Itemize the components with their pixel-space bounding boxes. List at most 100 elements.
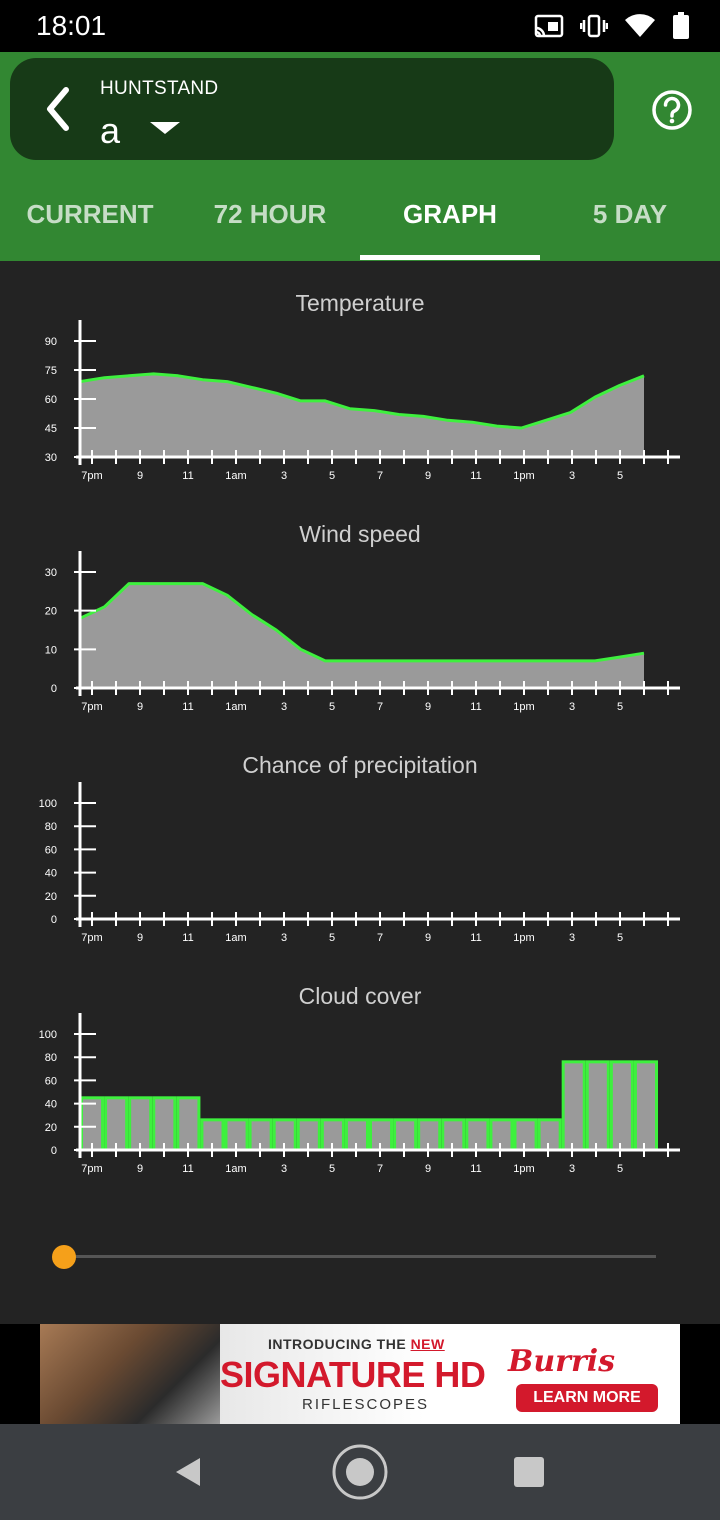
y-tick-label: 75 xyxy=(45,365,57,377)
series-line xyxy=(79,372,645,430)
y-tick-label: 30 xyxy=(45,452,57,464)
cloud-cover-bar xyxy=(152,1096,177,1152)
x-tick-label: 11 xyxy=(470,932,481,944)
x-tick-label: 5 xyxy=(617,470,623,482)
y-tick-label: 0 xyxy=(51,683,57,695)
cloud-cover-bar xyxy=(393,1118,418,1152)
x-tick-label: 1am xyxy=(225,1163,246,1175)
tab-bar: CURRENT 72 HOUR GRAPH 5 DAY xyxy=(0,180,720,261)
y-tick-label: 80 xyxy=(45,1052,57,1064)
x-tick-label: 7pm xyxy=(81,932,102,944)
ad-banner[interactable]: INTRODUCING THE NEW SIGNATURE HD RIFLESC… xyxy=(40,1324,680,1424)
x-tick-label: 1pm xyxy=(513,1163,534,1175)
precipitation-chart: 0 20 40 60 80 100 7pm 9 11 1am 3 5 7 9 11 1pm 3 5 xyxy=(39,782,680,944)
tab-current[interactable]: CURRENT xyxy=(26,199,154,229)
series-line xyxy=(79,582,645,663)
y-tick-label: 60 xyxy=(45,394,57,406)
chart-title-precipitation: Chance of precipitation xyxy=(242,752,478,778)
tab-5-day[interactable]: 5 DAY xyxy=(592,199,668,229)
cloud-cover-bar xyxy=(561,1060,586,1152)
x-tick-label: 5 xyxy=(617,1163,623,1175)
nav-back-icon[interactable] xyxy=(172,1456,204,1488)
temperature-chart: 30 45 60 75 90 7pm 9 11 1am 3 5 7 9 11 1pm 3 5 xyxy=(45,320,680,482)
cloud-cover-bar xyxy=(489,1118,514,1152)
chart-title-wind-speed: Wind speed xyxy=(299,521,421,547)
status-icons xyxy=(534,12,690,40)
nav-recents-icon[interactable] xyxy=(514,1457,544,1487)
ad-container: INTRODUCING THE NEW SIGNATURE HD RIFLESC… xyxy=(0,1324,720,1424)
chart-title-temperature: Temperature xyxy=(295,290,425,316)
y-tick-label: 0 xyxy=(51,1145,57,1157)
back-arrow-icon[interactable] xyxy=(38,84,78,134)
x-tick-label: 1am xyxy=(225,470,246,482)
time-slider-thumb[interactable] xyxy=(52,1245,76,1269)
x-tick-label: 9 xyxy=(137,1163,143,1175)
x-tick-label: 3 xyxy=(281,470,287,482)
x-tick-label: 3 xyxy=(281,701,287,713)
series-area xyxy=(80,583,644,688)
series-area xyxy=(80,373,644,457)
x-tick-label: 1pm xyxy=(513,701,534,713)
cloud-cover-bar xyxy=(537,1118,562,1152)
help-icon[interactable] xyxy=(650,88,694,132)
location-value[interactable]: a xyxy=(100,110,121,151)
x-tick-label: 3 xyxy=(281,932,287,944)
x-tick-label: 7pm xyxy=(81,470,102,482)
x-tick-label: 3 xyxy=(569,470,575,482)
cloud-cover-bar xyxy=(417,1118,442,1152)
cloud-cover-chart: 0 20 40 60 80 100 7pm 9 11 1am 3 5 7 9 11 1pm 3 5 xyxy=(39,1013,680,1175)
y-tick-label: 60 xyxy=(45,1075,57,1087)
chevron-down-icon[interactable] xyxy=(148,118,182,138)
y-tick-label: 20 xyxy=(45,891,57,903)
chart-title-cloud-cover: Cloud cover xyxy=(298,983,422,1009)
x-tick-label: 5 xyxy=(617,701,623,713)
status-time: 18:01 xyxy=(36,10,107,41)
cloud-cover-bar xyxy=(513,1118,538,1152)
y-tick-label: 0 xyxy=(51,914,57,926)
x-tick-label: 1am xyxy=(225,701,246,713)
cloud-cover-bar xyxy=(369,1118,394,1152)
cloud-cover-bar xyxy=(176,1096,201,1152)
cloud-cover-bar xyxy=(609,1060,634,1152)
x-tick-label: 11 xyxy=(470,1163,481,1175)
tab-72-hour[interactable]: 72 HOUR xyxy=(213,199,327,229)
wind-speed-chart: 0 10 20 30 7pm 9 11 1am 3 5 7 9 11 1pm 3 5 xyxy=(45,551,680,713)
tab-graph[interactable]: GRAPH xyxy=(403,199,497,229)
status-bar: 18:01 xyxy=(0,0,720,52)
ad-headline: SIGNATURE HD xyxy=(220,1354,486,1395)
x-tick-label: 9 xyxy=(425,470,431,482)
x-tick-label: 7 xyxy=(377,470,383,482)
cloud-cover-bar xyxy=(104,1096,129,1152)
x-tick-label: 7pm xyxy=(81,1163,102,1175)
cloud-cover-bar xyxy=(633,1060,659,1152)
y-tick-label: 60 xyxy=(45,844,57,856)
x-tick-label: 1am xyxy=(225,932,246,944)
vibrate-icon xyxy=(580,14,608,38)
x-tick-label: 5 xyxy=(617,932,623,944)
y-tick-label: 40 xyxy=(45,1099,57,1111)
riflescope-image xyxy=(40,1324,220,1424)
app-header: HUNTSTAND a CURRENT 72 HOUR GRAPH 5 DAY xyxy=(0,52,720,261)
ad-learn-more-button[interactable]: LEARN MORE xyxy=(516,1384,658,1412)
x-tick-label: 5 xyxy=(329,470,335,482)
x-tick-label: 11 xyxy=(182,701,193,713)
y-tick-label: 80 xyxy=(45,821,57,833)
y-tick-label: 45 xyxy=(45,423,57,435)
x-tick-label: 11 xyxy=(182,1163,193,1175)
ad-brand-logo: Burris xyxy=(508,1344,616,1379)
system-nav-bar xyxy=(0,1424,720,1520)
x-tick-label: 9 xyxy=(137,932,143,944)
x-tick-label: 9 xyxy=(425,701,431,713)
x-tick-label: 3 xyxy=(569,1163,575,1175)
x-tick-label: 11 xyxy=(182,470,193,482)
location-selector[interactable]: HUNTSTAND a xyxy=(10,58,614,160)
time-slider-track[interactable] xyxy=(64,1255,656,1258)
y-tick-label: 10 xyxy=(45,644,57,656)
wifi-icon xyxy=(625,14,655,38)
nav-home-icon[interactable] xyxy=(331,1443,389,1501)
x-tick-label: 11 xyxy=(470,701,481,713)
x-tick-label: 7pm xyxy=(81,701,102,713)
location-label: HUNTSTAND xyxy=(100,78,219,99)
active-tab-indicator xyxy=(360,255,540,260)
y-tick-label: 100 xyxy=(39,798,57,810)
